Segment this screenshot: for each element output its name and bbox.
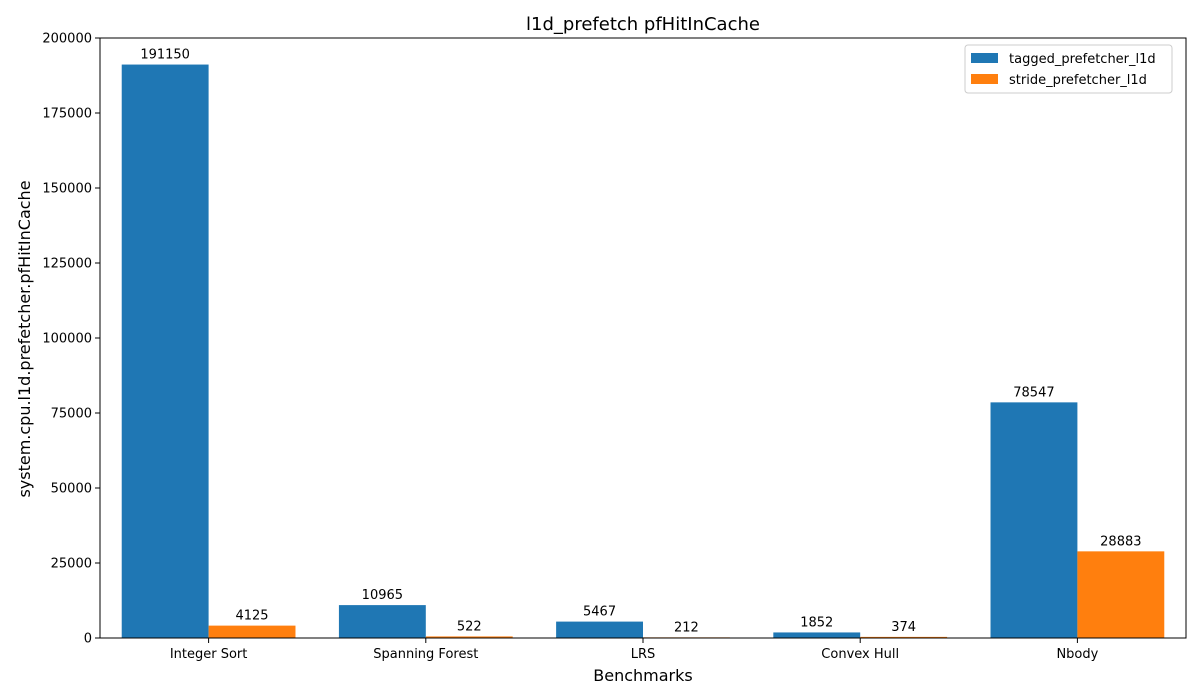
x-tick-label: Integer Sort bbox=[170, 647, 248, 662]
y-axis: 0 25000 50000 75000 100000 125000 150000 175000… bbox=[42, 32, 100, 647]
legend-label: stride_prefetcher_l1d bbox=[1009, 73, 1147, 88]
bar-tagged_prefetcher_l1d-spanning-forest bbox=[338, 605, 426, 638]
data-label: 28883 bbox=[1100, 534, 1141, 549]
bar-tagged_prefetcher_l1d-convex-hull bbox=[773, 632, 861, 638]
bar-stride_prefetcher_l1d-nbody bbox=[1077, 551, 1165, 638]
x-axis: Integer Sort Spanning Forest LRS Convex Hul… bbox=[170, 638, 1099, 662]
data-label: 4125 bbox=[235, 609, 268, 624]
bar-tagged_prefetcher_l1d-lrs bbox=[556, 621, 643, 638]
y-tick-label: 175000 bbox=[42, 107, 92, 122]
y-tick-label: 200000 bbox=[42, 32, 92, 47]
bar-stride_prefetcher_l1d-integer-sort bbox=[208, 625, 296, 638]
bar-tagged_prefetcher_l1d-nbody bbox=[990, 402, 1078, 638]
y-tick-label: 25000 bbox=[51, 557, 92, 572]
legend-swatch bbox=[971, 74, 998, 84]
bar-tagged_prefetcher_l1d-integer-sort bbox=[121, 64, 209, 639]
legend: tagged_prefetcher_l1d stride_prefetcher_l… bbox=[964, 44, 1173, 94]
x-tick-label: Nbody bbox=[1056, 647, 1098, 662]
plot-area: 191150 4125 10965 522 5467 212 1852 374 78547 288… bbox=[99, 37, 1187, 639]
data-label: 522 bbox=[457, 619, 482, 634]
chart-title: l1d_prefetch pfHitInCache bbox=[526, 14, 760, 35]
data-label: 191150 bbox=[140, 48, 190, 63]
y-axis-title: system.cpu.l1d.prefetcher.pfHitInCache bbox=[15, 180, 34, 497]
y-tick-label: 0 bbox=[84, 632, 92, 647]
data-label: 78547 bbox=[1013, 385, 1054, 400]
y-tick-label: 150000 bbox=[42, 182, 92, 197]
bar-stride_prefetcher_l1d-convex-hull bbox=[860, 636, 948, 638]
x-tick-label: LRS bbox=[631, 647, 656, 662]
y-tick-label: 125000 bbox=[42, 257, 92, 272]
data-label: 1852 bbox=[800, 615, 833, 630]
legend-label: tagged_prefetcher_l1d bbox=[1009, 52, 1156, 67]
x-tick-label: Spanning Forest bbox=[373, 647, 478, 662]
data-label: 5467 bbox=[583, 605, 616, 620]
legend-swatch bbox=[971, 53, 998, 63]
bar-stride_prefetcher_l1d-spanning-forest bbox=[425, 636, 513, 638]
x-tick-label: Convex Hull bbox=[821, 647, 899, 662]
y-tick-label: 50000 bbox=[51, 482, 92, 497]
data-label: 10965 bbox=[362, 588, 403, 603]
y-tick-label: 75000 bbox=[51, 407, 92, 422]
legend-box bbox=[964, 44, 1173, 94]
data-label: 374 bbox=[891, 620, 916, 635]
x-axis-title: Benchmarks bbox=[593, 666, 692, 685]
y-tick-label: 100000 bbox=[42, 332, 92, 347]
data-label: 212 bbox=[674, 620, 699, 635]
